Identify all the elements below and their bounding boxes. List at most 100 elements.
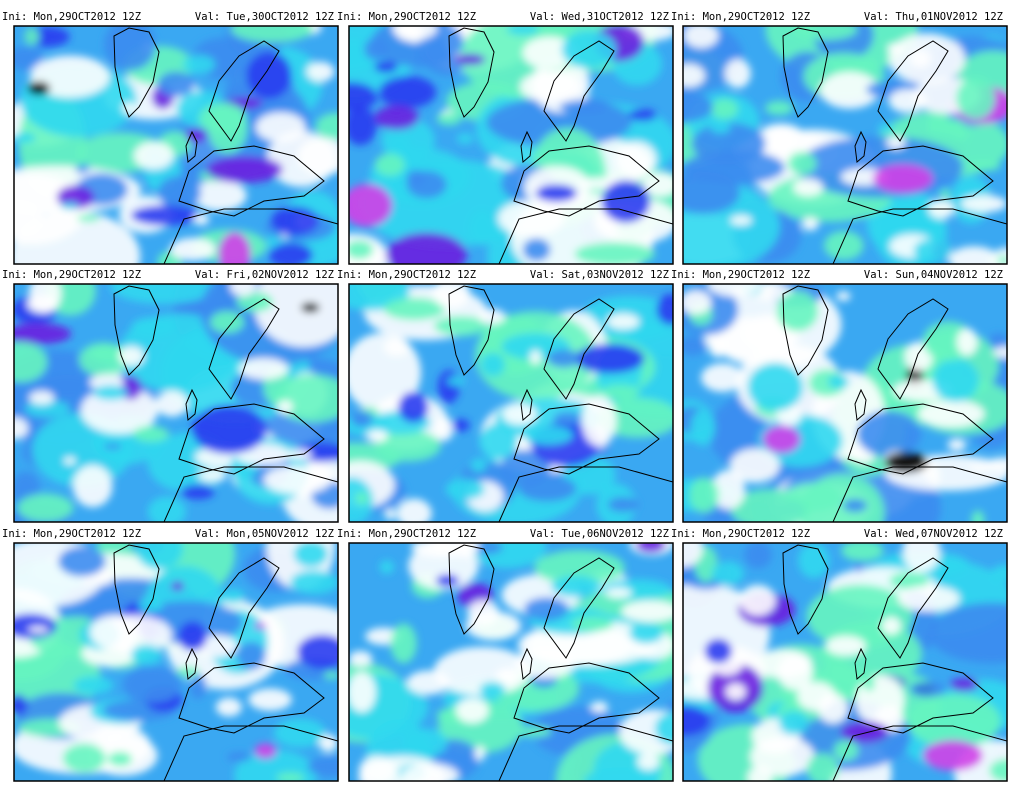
field-blob (553, 411, 583, 425)
field-blob (130, 317, 176, 338)
scandinavia (208, 557, 280, 659)
field-blobs (14, 543, 338, 781)
field-blobs (349, 284, 673, 522)
field-blob (529, 350, 541, 365)
field-blob (445, 478, 485, 500)
field-blob (110, 284, 218, 304)
field-blob (218, 231, 251, 264)
field-blob (147, 496, 187, 522)
field-blob (306, 61, 335, 82)
field-blob (104, 26, 156, 71)
field-blob (683, 335, 707, 356)
init-time: Ini: Mon,29OCT2012 12Z (337, 269, 476, 281)
valid-time: Val: Fri,02NOV2012 12Z (195, 269, 334, 281)
field-blob (615, 141, 657, 177)
field-blob (452, 418, 470, 432)
init-time: Ini: Mon,29OCT2012 12Z (2, 11, 141, 23)
precip-field (14, 543, 338, 781)
field-blob (276, 772, 305, 781)
britain (520, 130, 533, 163)
field-blob (629, 622, 664, 644)
field-blob (355, 491, 369, 505)
field-blob (840, 721, 889, 743)
field-blob (798, 543, 830, 579)
field-blob (63, 457, 76, 465)
valid-time: Val: Sat,03NOV2012 12Z (530, 269, 669, 281)
field-blob (683, 91, 714, 123)
field-blob (157, 175, 202, 210)
field-blob (550, 575, 602, 597)
field-blob (27, 81, 51, 96)
field-blob (103, 443, 122, 450)
field-blob (433, 315, 489, 337)
field-blob (191, 404, 267, 454)
greenland (113, 285, 160, 376)
field-blobs (349, 543, 673, 781)
field-blob (907, 694, 1001, 749)
field-blob (878, 123, 894, 133)
field-blob (765, 100, 793, 116)
precip-field (683, 284, 1007, 522)
map-panel (348, 283, 674, 523)
field-blob (934, 111, 949, 124)
africa (498, 466, 673, 522)
field-blob (349, 240, 374, 260)
britain (854, 130, 867, 163)
field-blob (530, 184, 542, 190)
field-blob (819, 71, 880, 109)
field-blob (863, 675, 875, 692)
field-blob (396, 498, 432, 522)
europe (513, 145, 660, 217)
field-blob (132, 425, 170, 443)
valid-time: Val: Thu,01NOV2012 12Z (864, 11, 1003, 23)
field-blob (932, 358, 979, 402)
britain (185, 130, 198, 163)
field-blob (76, 214, 101, 222)
precip-field (14, 26, 338, 264)
field-blob (432, 284, 470, 309)
field-blob (881, 616, 901, 635)
field-blob (402, 728, 448, 758)
field-blobs (14, 26, 338, 264)
init-time: Ini: Mon,29OCT2012 12Z (337, 11, 476, 23)
field-blob (189, 673, 207, 700)
europe (847, 403, 994, 475)
field-blob (478, 423, 518, 460)
field-blob (411, 543, 476, 558)
field-blob (947, 438, 967, 451)
coastlines (782, 544, 1007, 781)
field-blob (469, 210, 495, 246)
field-blob (601, 180, 651, 223)
field-blob (574, 242, 656, 264)
field-blob (470, 458, 487, 472)
field-blob (14, 323, 72, 345)
field-blob (107, 751, 133, 767)
field-blob (667, 700, 673, 711)
field-blob (683, 171, 740, 214)
field-blob (855, 674, 905, 726)
field-blob (406, 170, 426, 186)
field-blob (385, 232, 467, 264)
field-blob (446, 376, 466, 386)
field-blob (989, 758, 1007, 781)
africa (832, 725, 1007, 781)
field-blob (375, 430, 441, 462)
field-blob (621, 600, 673, 623)
field-blob (75, 165, 89, 174)
field-blob (474, 745, 486, 761)
field-blob (704, 638, 733, 664)
field-blob (827, 374, 849, 389)
field-blob (797, 681, 836, 711)
coastlines (782, 27, 1007, 264)
field-blob (374, 153, 405, 177)
field-blob (226, 751, 252, 763)
field-blob (246, 51, 292, 100)
field-blobs (683, 543, 1007, 781)
field-blob (534, 549, 625, 586)
field-blob (747, 362, 804, 412)
coastlines (448, 544, 673, 781)
field-blob (923, 740, 983, 771)
field-blob (437, 370, 460, 404)
field-blob (62, 743, 106, 773)
valid-time: Val: Wed,07NOV2012 12Z (864, 528, 1003, 540)
